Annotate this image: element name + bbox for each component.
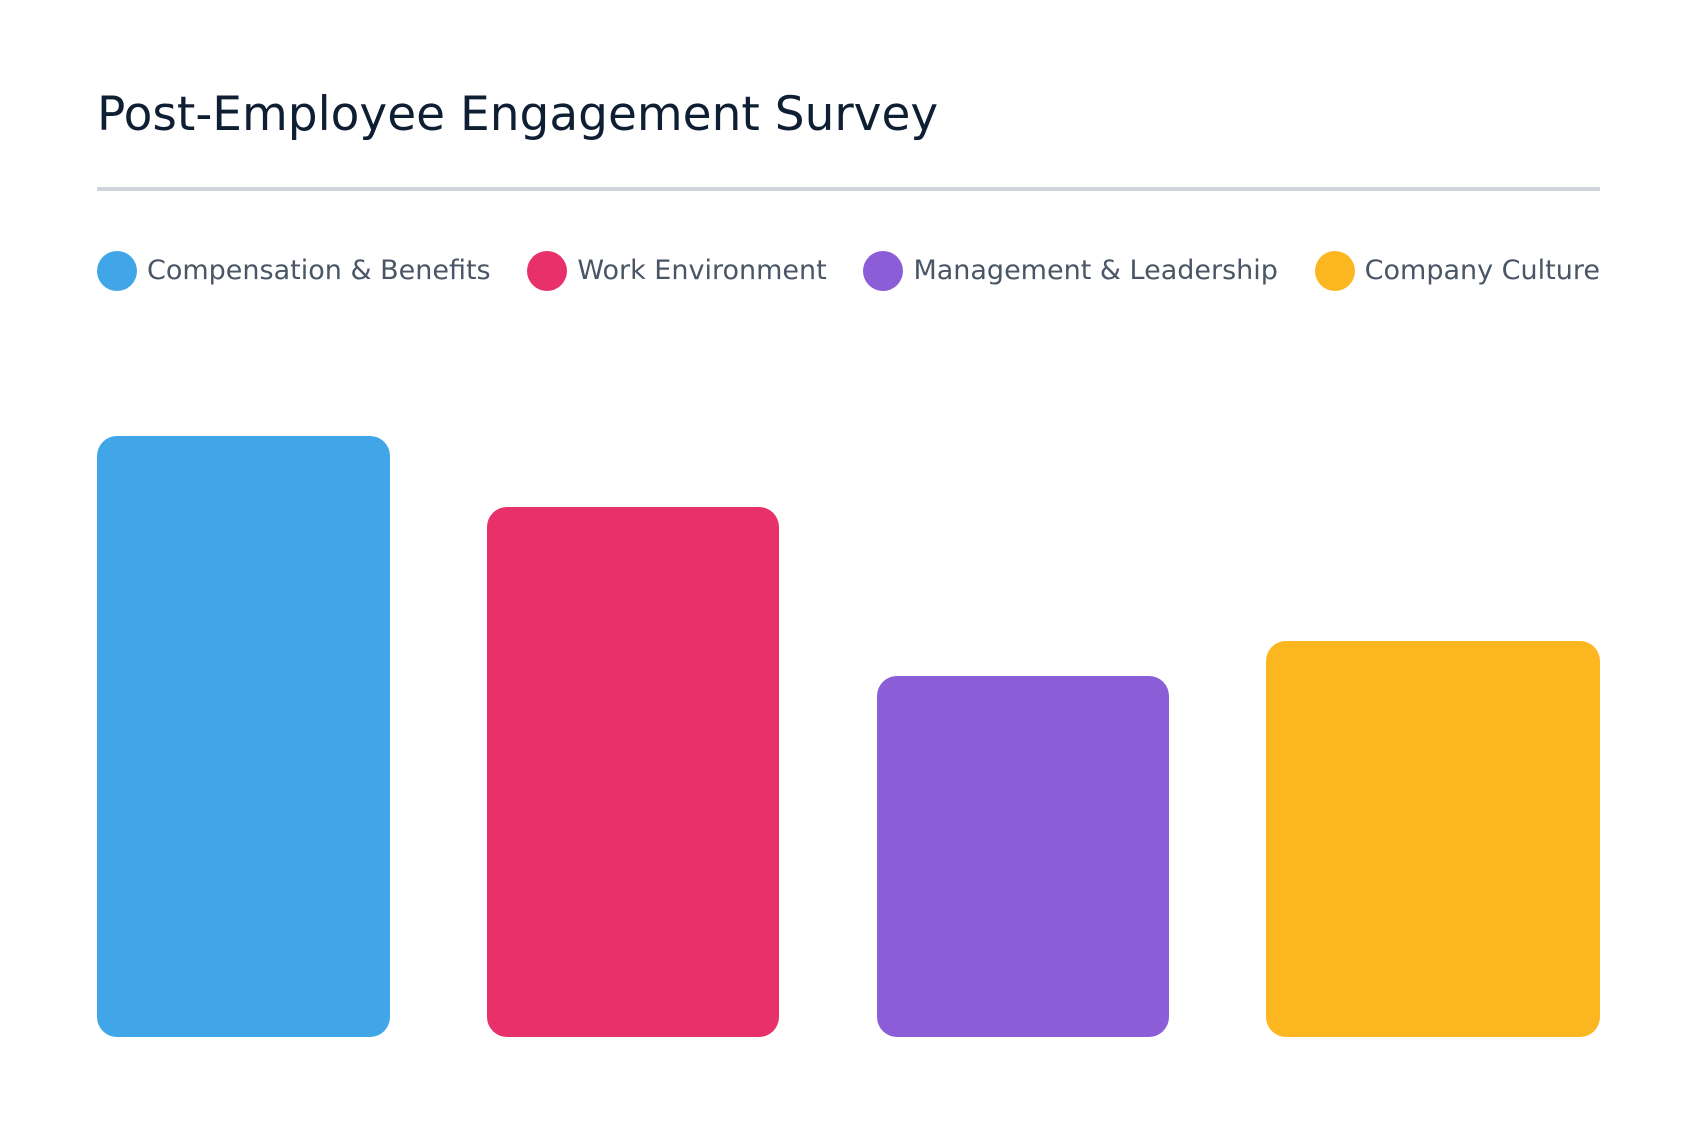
bar-work-environment [486, 506, 780, 1037]
legend-item-compensation-benefits: Compensation & Benefits [97, 251, 491, 291]
legend-swatch-work-environment [527, 251, 568, 291]
title-divider [97, 187, 1600, 191]
plot-area [97, 330, 1600, 1037]
legend-swatch-company-culture [1314, 251, 1355, 291]
legend-label-management-leadership: Management & Leadership [913, 255, 1278, 286]
legend-item-company-culture: Company Culture [1314, 251, 1600, 291]
legend-swatch-management-leadership [863, 251, 904, 291]
legend: Compensation & Benefits Work Environment… [97, 250, 1600, 292]
legend-label-work-environment: Work Environment [577, 255, 827, 286]
chart-title: Post-Employee Engagement Survey [97, 87, 939, 142]
bar-management-leadership [876, 676, 1170, 1037]
legend-swatch-compensation-benefits [97, 251, 137, 291]
legend-label-compensation-benefits: Compensation & Benefits [147, 255, 491, 286]
bar-company-culture [1266, 641, 1600, 1037]
legend-item-management-leadership: Management & Leadership [863, 251, 1278, 291]
bar-compensation-benefits [97, 436, 390, 1037]
legend-item-work-environment: Work Environment [527, 251, 827, 291]
legend-label-company-culture: Company Culture [1364, 255, 1600, 286]
